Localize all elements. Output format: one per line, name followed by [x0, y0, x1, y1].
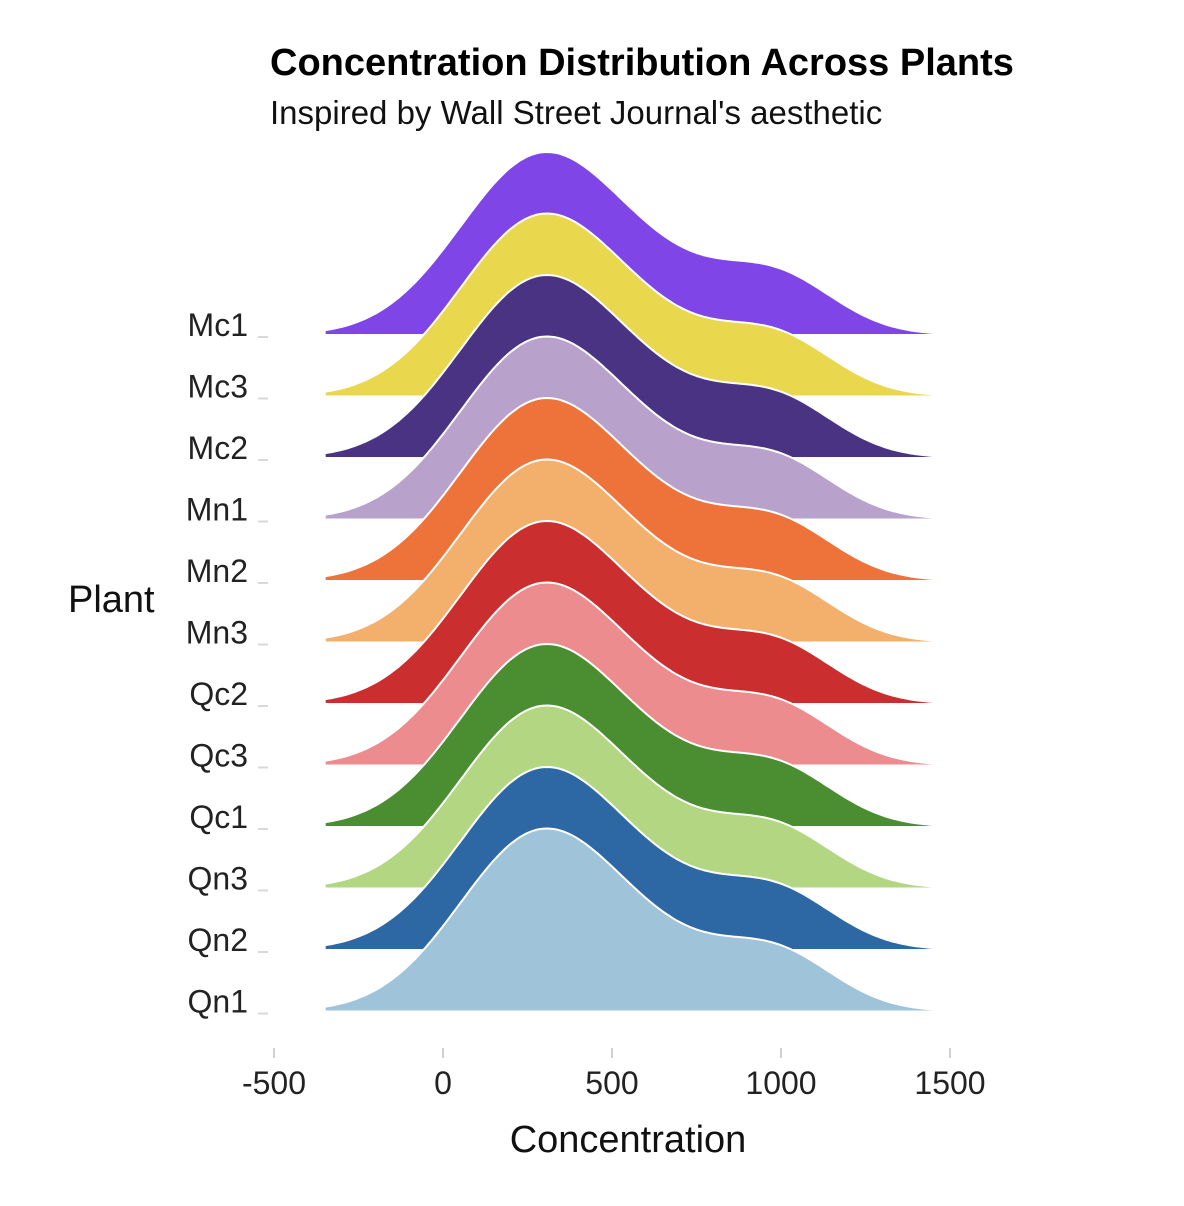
- chart-title-container: Concentration Distribution Across Plants: [270, 40, 1032, 86]
- x-axis-label: Concentration: [510, 1119, 747, 1161]
- y-tick-label-qn2: Qn2: [188, 922, 248, 958]
- y-tick-label-mc3: Mc3: [188, 369, 248, 405]
- y-tick-label-mn2: Mn2: [186, 553, 248, 589]
- x-tick-label-1: 0: [434, 1065, 452, 1101]
- ridge-qn1: [323, 827, 935, 1013]
- x-tick-label-2: 500: [585, 1065, 638, 1101]
- chart-subtitle: Inspired by Wall Street Journal's aesthe…: [270, 94, 883, 131]
- y-tick-label-qc2: Qc2: [189, 676, 248, 712]
- y-tick-label-mn3: Mn3: [186, 615, 248, 651]
- y-tick-label-mc2: Mc2: [188, 430, 248, 466]
- y-axis-label: Plant: [68, 579, 155, 621]
- y-tick-label-qc3: Qc3: [189, 738, 248, 774]
- y-tick-label-mc1: Mc1: [188, 307, 248, 343]
- x-tick-label-3: 1000: [745, 1065, 816, 1101]
- y-tick-label-qn1: Qn1: [188, 984, 248, 1020]
- x-tick-label-4: 1500: [914, 1065, 985, 1101]
- y-tick-label-qc1: Qc1: [189, 799, 248, 835]
- x-tick-label-0: -500: [242, 1065, 306, 1101]
- y-tick-label-mn1: Mn1: [186, 492, 248, 528]
- chart-title: Concentration Distribution Across Plants: [270, 42, 1014, 84]
- y-tick-label-qn3: Qn3: [188, 861, 248, 897]
